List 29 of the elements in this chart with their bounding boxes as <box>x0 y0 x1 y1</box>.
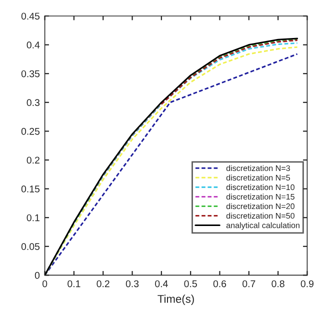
x-tick-label: 0.5 <box>184 280 197 288</box>
x-tick-label: 0.1 <box>68 280 80 288</box>
legend-label: discretization N=3 <box>226 165 290 172</box>
y-tick-label: 0 <box>34 272 40 279</box>
y-tick-label: 0.4 <box>26 42 40 48</box>
legend-label: discretization N=5 <box>226 174 290 181</box>
y-tick-label: 0.3 <box>26 99 40 106</box>
x-tick-label: 0.6 <box>213 280 226 288</box>
legend-label: discretization N=50 <box>226 212 294 219</box>
x-tick-label: 0.4 <box>155 280 168 288</box>
line-series <box>160 39 298 105</box>
y-tick-label: 0.2 <box>26 156 40 164</box>
x-tick-label: 0 <box>42 280 48 288</box>
legend-label: analytical calculation <box>226 222 300 230</box>
y-tick-label: 0.45 <box>21 12 40 20</box>
x-tick-label: 0.3 <box>126 280 139 288</box>
x-tick-label: 0.8 <box>272 280 284 288</box>
x-tick-label: 0.7 <box>242 280 256 288</box>
x-tick-label: 0.2 <box>96 280 110 288</box>
y-tick-label: 0.1 <box>26 214 40 222</box>
y-tick-label: 0.15 <box>21 186 40 192</box>
x-tick-label: 0.9 <box>300 280 314 288</box>
y-tick-label: 0.05 <box>21 243 40 250</box>
legend-label: discretization N=15 <box>226 194 294 200</box>
x-axis-title: Time(s) <box>158 294 194 306</box>
legend-label: discretization N=10 <box>226 184 294 190</box>
legend-label: discretization N=20 <box>226 203 294 210</box>
y-tick-label: 0.25 <box>21 128 40 135</box>
y-tick-label: 0.35 <box>21 70 40 78</box>
